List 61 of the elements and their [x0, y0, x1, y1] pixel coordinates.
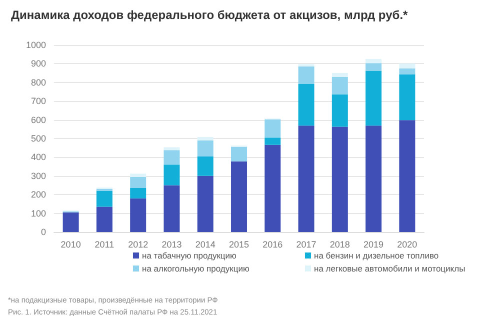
bar	[130, 174, 146, 178]
y-tick-label: 700	[30, 96, 46, 106]
bar	[399, 120, 416, 232]
bar	[197, 137, 214, 140]
bar	[332, 126, 348, 232]
bar	[298, 126, 314, 232]
bar	[399, 64, 416, 68]
x-tick-label: 2012	[128, 240, 148, 250]
y-tick-label: 1000	[26, 40, 46, 50]
y-tick-label: 800	[30, 77, 46, 88]
bar	[332, 76, 348, 94]
x-tick-label: 2016	[262, 240, 283, 250]
bar	[164, 150, 180, 165]
legend-label: на легковые автомобили и мотоциклы	[314, 264, 466, 274]
bar	[399, 74, 416, 120]
bar	[332, 73, 348, 77]
y-tick-label: 600	[30, 114, 46, 125]
bar	[399, 68, 416, 75]
x-tick-label: 2010	[60, 240, 81, 250]
bar	[197, 156, 214, 176]
y-tick-label: 300	[30, 170, 46, 181]
y-tick-label: 100	[30, 208, 46, 218]
bar	[96, 190, 112, 207]
bar	[231, 161, 247, 232]
bar	[366, 63, 382, 71]
y-tick-label: 400	[30, 152, 46, 162]
legend-label: на бензин и дизельное топливо	[314, 250, 439, 260]
bar	[366, 70, 382, 126]
bar	[332, 94, 348, 127]
bar	[231, 146, 247, 162]
chart-title: Динамика доходов федерального бюджета от акцизов, млрд руб.*	[11, 8, 408, 22]
bar	[164, 164, 180, 186]
bar	[264, 119, 281, 138]
bar	[366, 126, 382, 232]
x-tick-label: 2019	[364, 240, 384, 250]
bar	[264, 144, 281, 232]
bar	[197, 140, 214, 156]
bar	[164, 185, 180, 232]
bar	[130, 188, 146, 198]
bar	[130, 198, 146, 232]
x-tick-label: 2020	[397, 240, 418, 250]
x-tick-label: 2013	[162, 240, 182, 250]
y-tick-label: 200	[30, 190, 46, 200]
bar	[96, 206, 112, 232]
bar	[130, 177, 146, 188]
bar	[298, 84, 314, 126]
bar	[366, 59, 382, 64]
bar	[298, 66, 314, 84]
y-tick-label: 500	[30, 134, 46, 144]
legend-label: на алкогольную продукцию	[142, 264, 250, 274]
bar	[62, 212, 79, 232]
x-tick-label: 2017	[296, 240, 316, 250]
x-tick-label: 2011	[94, 240, 114, 250]
bar	[264, 138, 281, 145]
x-tick-label: 2015	[228, 240, 250, 250]
bar	[197, 176, 214, 232]
y-tick-label: 0	[40, 227, 46, 237]
y-tick-label: 900	[30, 58, 46, 69]
x-tick-label: 2018	[330, 240, 350, 250]
x-tick-label: 2014	[195, 240, 216, 250]
legend-label: на табачную продукцию	[142, 250, 238, 260]
